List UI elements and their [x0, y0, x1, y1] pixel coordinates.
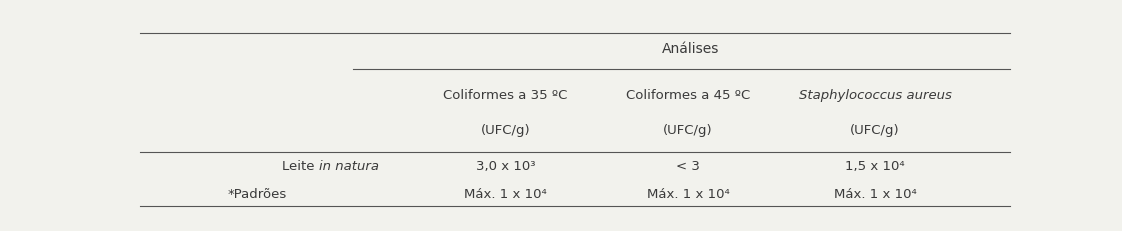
Text: Staphylococcus aureus: Staphylococcus aureus: [799, 89, 951, 102]
Text: 1,5 x 10⁴: 1,5 x 10⁴: [845, 160, 904, 173]
Text: 3,0 x 10³: 3,0 x 10³: [476, 160, 535, 173]
Text: Máx. 1 x 10⁴: Máx. 1 x 10⁴: [465, 188, 546, 201]
Text: Análises: Análises: [662, 42, 719, 56]
Text: (UFC/g): (UFC/g): [663, 124, 712, 137]
Text: < 3: < 3: [677, 160, 700, 173]
Text: *Padrões: *Padrões: [228, 188, 287, 201]
Text: Coliformes a 45 ºC: Coliformes a 45 ºC: [626, 89, 751, 102]
Text: in natura: in natura: [319, 160, 378, 173]
Text: Máx. 1 x 10⁴: Máx. 1 x 10⁴: [646, 188, 729, 201]
Text: Leite: Leite: [282, 160, 319, 173]
Text: Coliformes a 35 ºC: Coliformes a 35 ºC: [443, 89, 568, 102]
Text: (UFC/g): (UFC/g): [850, 124, 900, 137]
Text: (UFC/g): (UFC/g): [480, 124, 531, 137]
Text: Máx. 1 x 10⁴: Máx. 1 x 10⁴: [834, 188, 917, 201]
